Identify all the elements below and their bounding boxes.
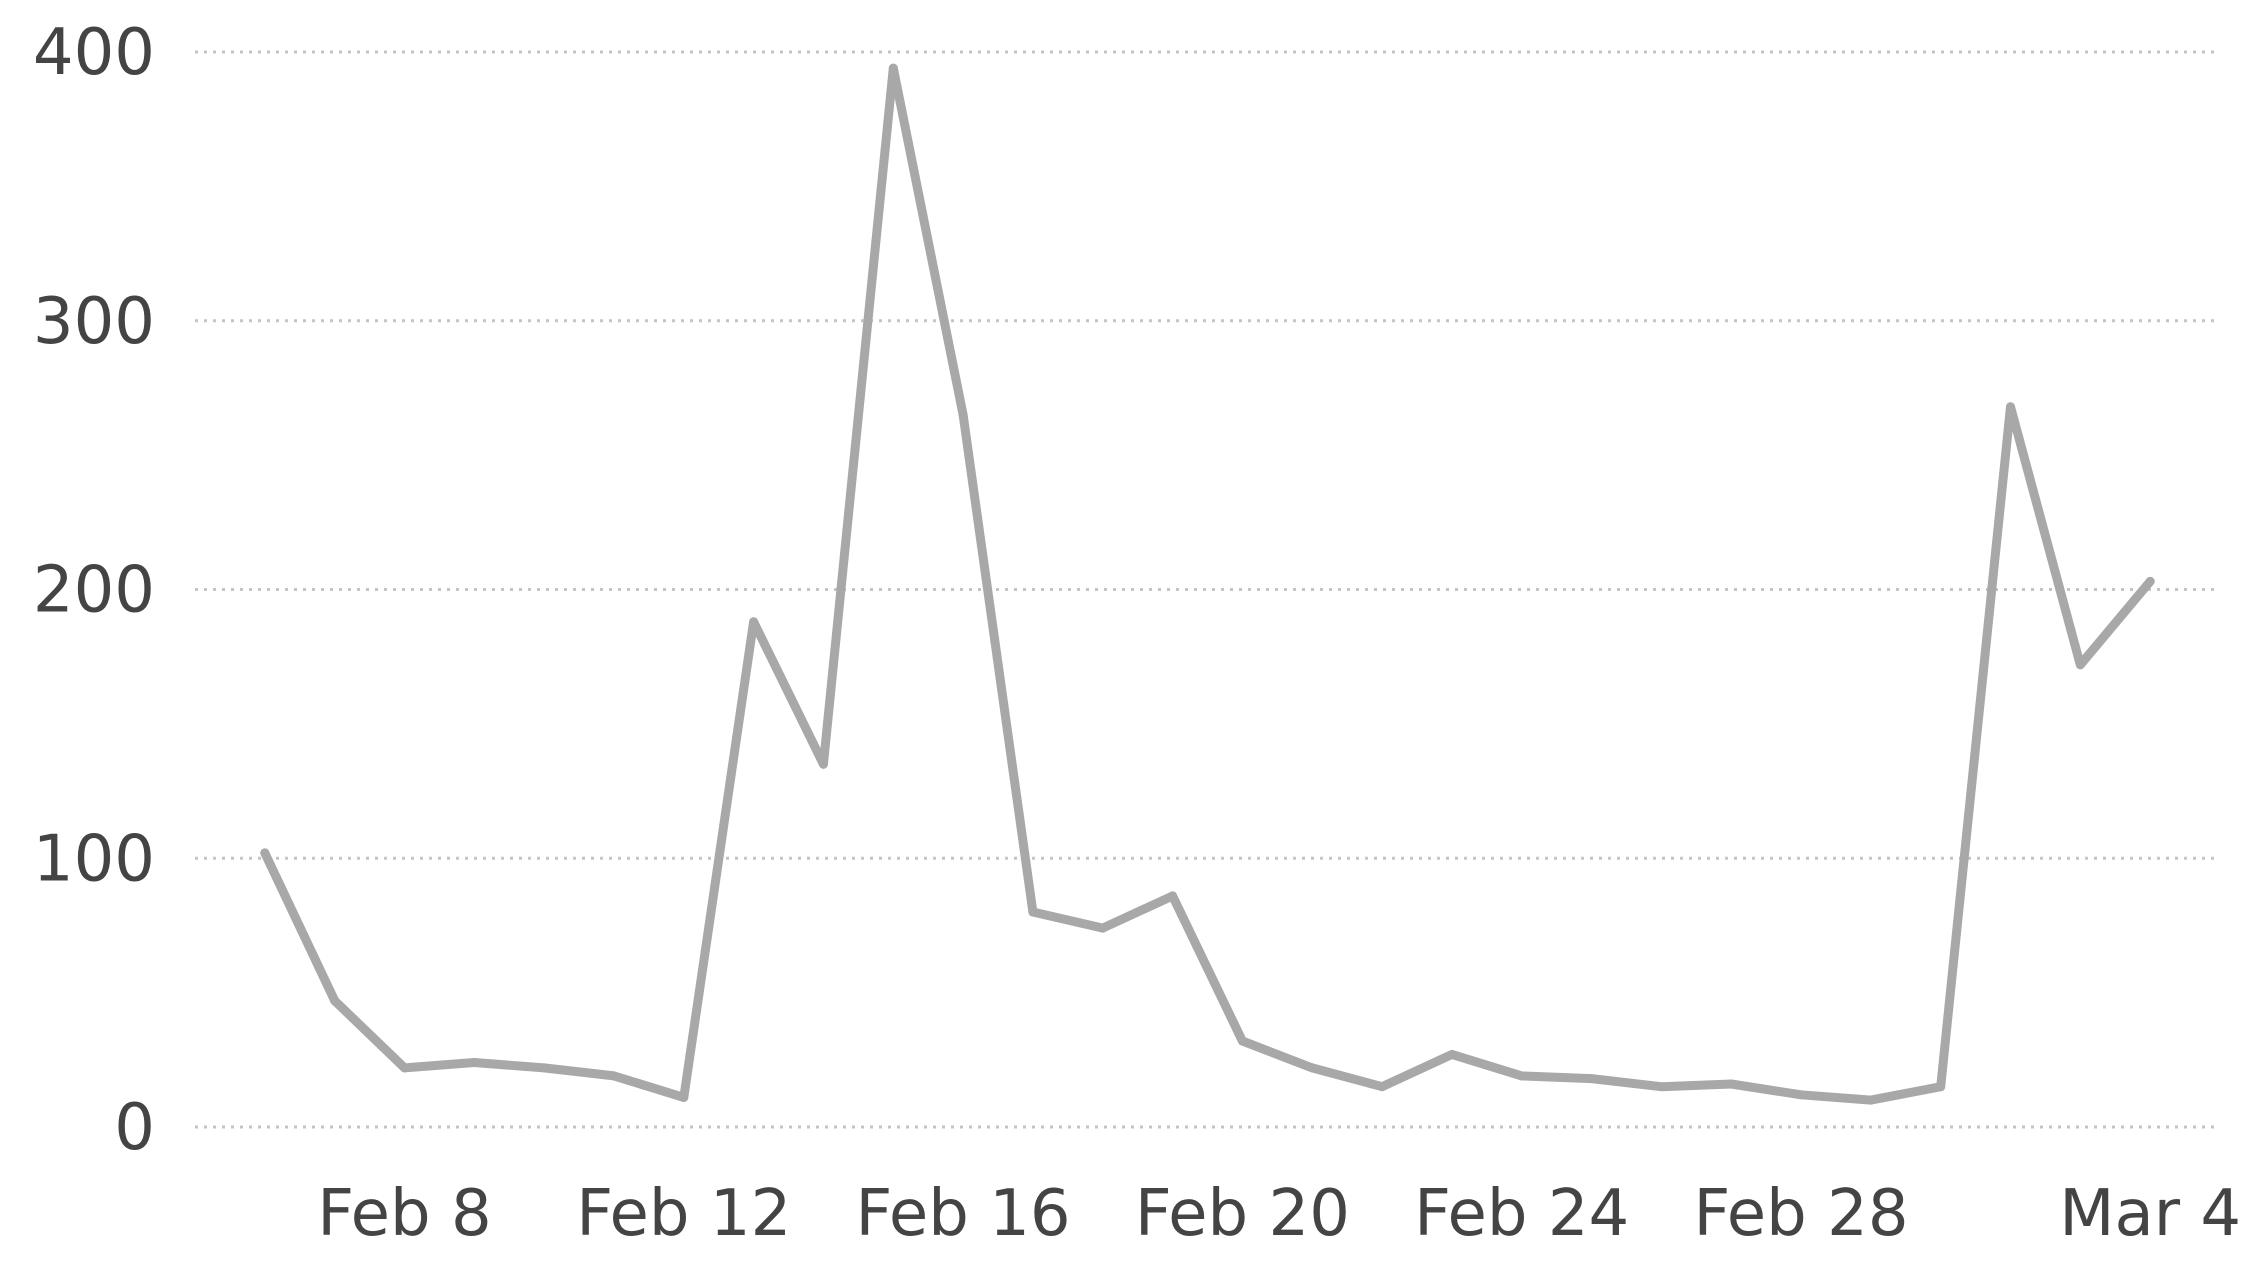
- data-point: [399, 1063, 409, 1073]
- data-point: [469, 1058, 479, 1067]
- y-tick-label: 400: [33, 16, 155, 90]
- data-point: [749, 617, 759, 627]
- data-point: [679, 1092, 689, 1102]
- data-point: [609, 1071, 619, 1081]
- data-point: [2006, 402, 2016, 412]
- x-tick-label: Feb 28: [1693, 1177, 1908, 1251]
- x-tick-label: Mar 4: [2059, 1177, 2241, 1251]
- data-point: [1377, 1082, 1387, 1092]
- y-axis-tick-labels: 0 100 200 300 400: [33, 16, 155, 1165]
- data-point: [2075, 660, 2085, 670]
- data-point: [330, 996, 340, 1006]
- data-point: [1656, 1082, 1666, 1092]
- y-tick-label: 300: [33, 285, 155, 359]
- x-axis-tick-labels: Feb 8 Feb 12 Feb 16 Feb 20 Feb 24 Feb 28 Mar 4: [317, 1177, 2241, 1251]
- data-point: [2145, 576, 2155, 586]
- data-point: [1726, 1079, 1736, 1089]
- data-point: [1517, 1071, 1527, 1081]
- data-point: [888, 63, 898, 73]
- data-point: [1307, 1063, 1317, 1073]
- data-point: [1796, 1090, 1806, 1100]
- data-point: [1098, 923, 1108, 933]
- data-point: [539, 1063, 549, 1073]
- y-tick-label: 200: [33, 554, 155, 628]
- data-point: [1237, 1036, 1247, 1046]
- data-point: [1936, 1082, 1946, 1092]
- data-point: [958, 410, 968, 420]
- data-point: [1866, 1095, 1876, 1105]
- x-tick-label: Feb 12: [576, 1177, 791, 1251]
- y-tick-label: 100: [33, 822, 155, 896]
- data-point: [1168, 891, 1178, 901]
- x-tick-label: Feb 20: [1135, 1177, 1350, 1251]
- data-point: [1587, 1074, 1597, 1084]
- series-line: [260, 63, 2155, 1105]
- x-tick-label: Feb 16: [856, 1177, 1071, 1251]
- x-tick-label: Feb 24: [1414, 1177, 1629, 1251]
- data-point: [1447, 1049, 1457, 1059]
- data-point: [260, 848, 270, 858]
- x-tick-label: Feb 8: [317, 1177, 491, 1251]
- y-tick-label: 0: [114, 1091, 155, 1165]
- data-point: [1028, 907, 1038, 917]
- data-point: [818, 759, 828, 769]
- series-layer: [260, 63, 2155, 1105]
